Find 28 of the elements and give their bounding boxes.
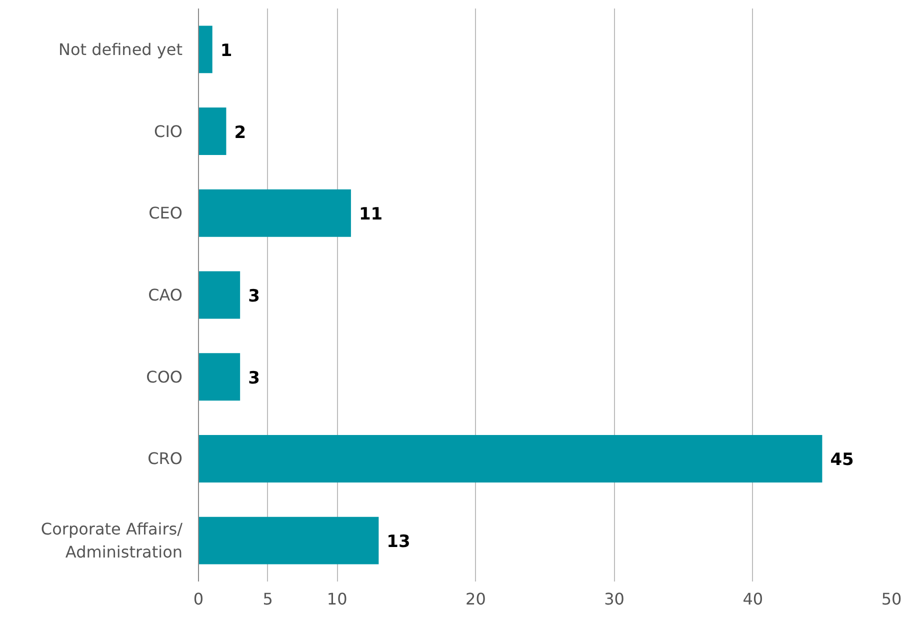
y-tick-label: COO xyxy=(146,367,182,386)
y-tick-label: Corporate Affairs/ Administration xyxy=(40,520,184,562)
bar xyxy=(198,189,351,237)
x-tick-label: 10 xyxy=(326,590,348,608)
data-label: 13 xyxy=(386,532,410,552)
data-label: 1 xyxy=(220,40,232,61)
bar xyxy=(198,271,240,319)
data-label: 2 xyxy=(234,122,246,143)
y-tick-label: CRO xyxy=(148,449,183,468)
bar xyxy=(198,516,379,564)
bar xyxy=(198,353,240,401)
x-tick-label: 5 xyxy=(262,590,273,608)
bar xyxy=(198,26,212,74)
y-tick-label: CAO xyxy=(148,286,183,304)
data-label: 45 xyxy=(830,450,854,470)
y-tick-label: CEO xyxy=(148,204,182,223)
y-tick-label: CIO xyxy=(154,122,182,141)
data-label: 3 xyxy=(248,368,260,388)
data-label: 11 xyxy=(358,204,383,225)
y-tick-label: Not defined yet xyxy=(58,40,183,59)
bar xyxy=(198,434,822,482)
x-tick-label: 30 xyxy=(604,590,624,608)
x-tick-label: 20 xyxy=(466,590,486,608)
x-tick-label: 0 xyxy=(193,590,204,608)
data-label: 3 xyxy=(248,286,260,306)
x-tick-label: 50 xyxy=(881,590,902,608)
x-tick-label: 40 xyxy=(742,590,764,608)
bar xyxy=(198,108,226,156)
